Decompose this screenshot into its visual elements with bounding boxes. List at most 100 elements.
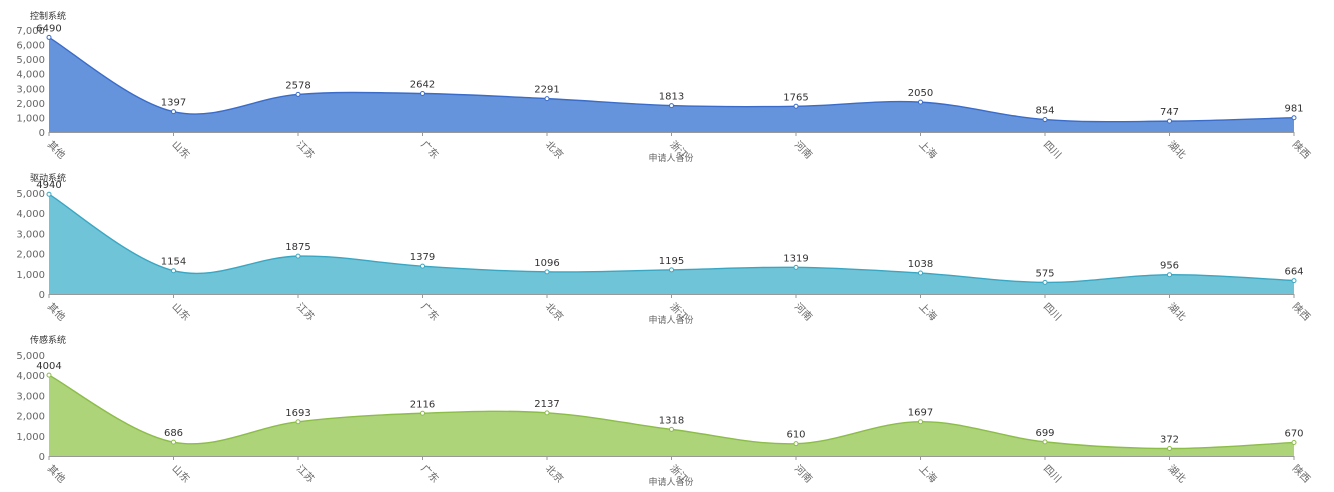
x-tick-label: 陕西 xyxy=(1290,462,1313,485)
x-tick-label: 河南 xyxy=(792,300,815,323)
y-tick-label: 3,000 xyxy=(16,391,45,402)
data-label: 699 xyxy=(1035,428,1054,439)
data-label: 4940 xyxy=(36,180,61,191)
data-point xyxy=(296,254,300,258)
data-label: 4004 xyxy=(36,361,61,372)
data-label: 610 xyxy=(786,430,805,441)
x-axis-title: 申请人省份 xyxy=(648,152,693,164)
y-tick-label: 4,000 xyxy=(16,209,45,220)
data-label: 1813 xyxy=(659,92,684,103)
data-point xyxy=(670,427,674,431)
data-point xyxy=(794,265,798,269)
data-label: 1154 xyxy=(161,257,186,268)
x-tick-label: 广东 xyxy=(418,138,441,161)
data-point xyxy=(670,268,674,272)
x-tick-label: 湖北 xyxy=(1165,463,1188,486)
x-tick-label: 其他 xyxy=(45,300,68,323)
x-axis-title: 申请人省份 xyxy=(648,314,693,326)
data-label: 1318 xyxy=(659,415,684,426)
data-label: 1038 xyxy=(908,259,933,270)
y-tick-label: 0 xyxy=(39,452,45,463)
data-label: 6490 xyxy=(36,23,61,34)
y-tick-label: 1,000 xyxy=(16,270,45,281)
data-point xyxy=(1043,280,1047,284)
data-label: 981 xyxy=(1284,104,1303,115)
data-label: 686 xyxy=(164,428,183,439)
data-label: 1319 xyxy=(783,253,808,264)
data-point xyxy=(1168,273,1172,277)
y-tick-label: 1,000 xyxy=(16,432,45,443)
x-tick-label: 湖北 xyxy=(1165,301,1188,324)
data-label: 2578 xyxy=(285,80,310,91)
data-label: 1096 xyxy=(534,258,559,269)
data-point xyxy=(1168,446,1172,450)
data-point xyxy=(172,440,176,444)
data-point xyxy=(421,411,425,415)
data-point xyxy=(919,100,923,104)
data-label: 1379 xyxy=(410,252,435,263)
x-axis-title: 申请人省份 xyxy=(648,476,693,488)
x-tick-label: 陕西 xyxy=(1290,300,1313,323)
y-tick-label: 5,000 xyxy=(16,55,45,66)
chart-panel-2: 驱动系统01,0002,0003,0004,0005,0004940其他1154… xyxy=(16,172,1313,326)
data-label: 2137 xyxy=(534,399,559,410)
x-tick-label: 山东 xyxy=(169,462,192,485)
data-point xyxy=(919,271,923,275)
data-point xyxy=(670,104,674,108)
data-point xyxy=(545,270,549,274)
x-tick-label: 江苏 xyxy=(294,462,317,485)
x-tick-label: 江苏 xyxy=(294,138,317,161)
data-point xyxy=(545,97,549,101)
data-label: 956 xyxy=(1160,261,1179,272)
x-tick-label: 江苏 xyxy=(294,300,317,323)
data-point xyxy=(545,411,549,415)
x-tick-label: 北京 xyxy=(543,300,566,323)
data-label: 1693 xyxy=(285,408,310,419)
y-tick-label: 2,000 xyxy=(16,250,45,261)
chart-title: 控制系统 xyxy=(30,10,66,22)
y-tick-label: 1,000 xyxy=(16,113,45,124)
data-label: 670 xyxy=(1284,428,1303,439)
data-label: 2116 xyxy=(410,399,435,410)
data-point xyxy=(1292,116,1296,120)
y-tick-label: 0 xyxy=(39,128,45,139)
x-tick-label: 湖北 xyxy=(1165,139,1188,162)
data-point xyxy=(794,104,798,108)
data-point xyxy=(47,373,51,377)
chart-panel-3: 传感系统01,0002,0003,0004,0005,0004004其他686山… xyxy=(16,334,1313,488)
x-tick-label: 其他 xyxy=(45,462,68,485)
x-tick-label: 上海 xyxy=(916,462,939,485)
y-tick-label: 3,000 xyxy=(16,84,45,95)
y-tick-label: 0 xyxy=(39,290,45,301)
data-point xyxy=(1292,440,1296,444)
chart-panel-1: 控制系统01,0002,0003,0004,0005,0006,0007,000… xyxy=(16,10,1313,164)
data-label: 747 xyxy=(1160,107,1179,118)
data-label: 854 xyxy=(1035,106,1054,117)
data-label: 1765 xyxy=(783,92,808,103)
x-tick-label: 陕西 xyxy=(1290,138,1313,161)
data-label: 2642 xyxy=(410,80,435,91)
data-point xyxy=(47,35,51,39)
x-tick-label: 河南 xyxy=(792,462,815,485)
data-point xyxy=(172,110,176,114)
data-label: 372 xyxy=(1160,434,1179,445)
x-tick-label: 四川 xyxy=(1041,463,1063,485)
data-point xyxy=(1043,118,1047,122)
y-tick-label: 2,000 xyxy=(16,99,45,110)
data-label: 1195 xyxy=(659,256,684,267)
series-area xyxy=(49,37,1294,132)
y-tick-label: 2,000 xyxy=(16,412,45,423)
data-point xyxy=(1292,279,1296,283)
x-tick-label: 山东 xyxy=(169,138,192,161)
y-tick-label: 6,000 xyxy=(16,41,45,52)
data-label: 664 xyxy=(1284,267,1303,278)
y-tick-label: 4,000 xyxy=(16,371,45,382)
data-point xyxy=(421,264,425,268)
data-label: 2291 xyxy=(534,85,559,96)
chart-title: 传感系统 xyxy=(30,334,66,346)
x-tick-label: 上海 xyxy=(916,138,939,161)
data-label: 1397 xyxy=(161,98,186,109)
data-point xyxy=(794,442,798,446)
